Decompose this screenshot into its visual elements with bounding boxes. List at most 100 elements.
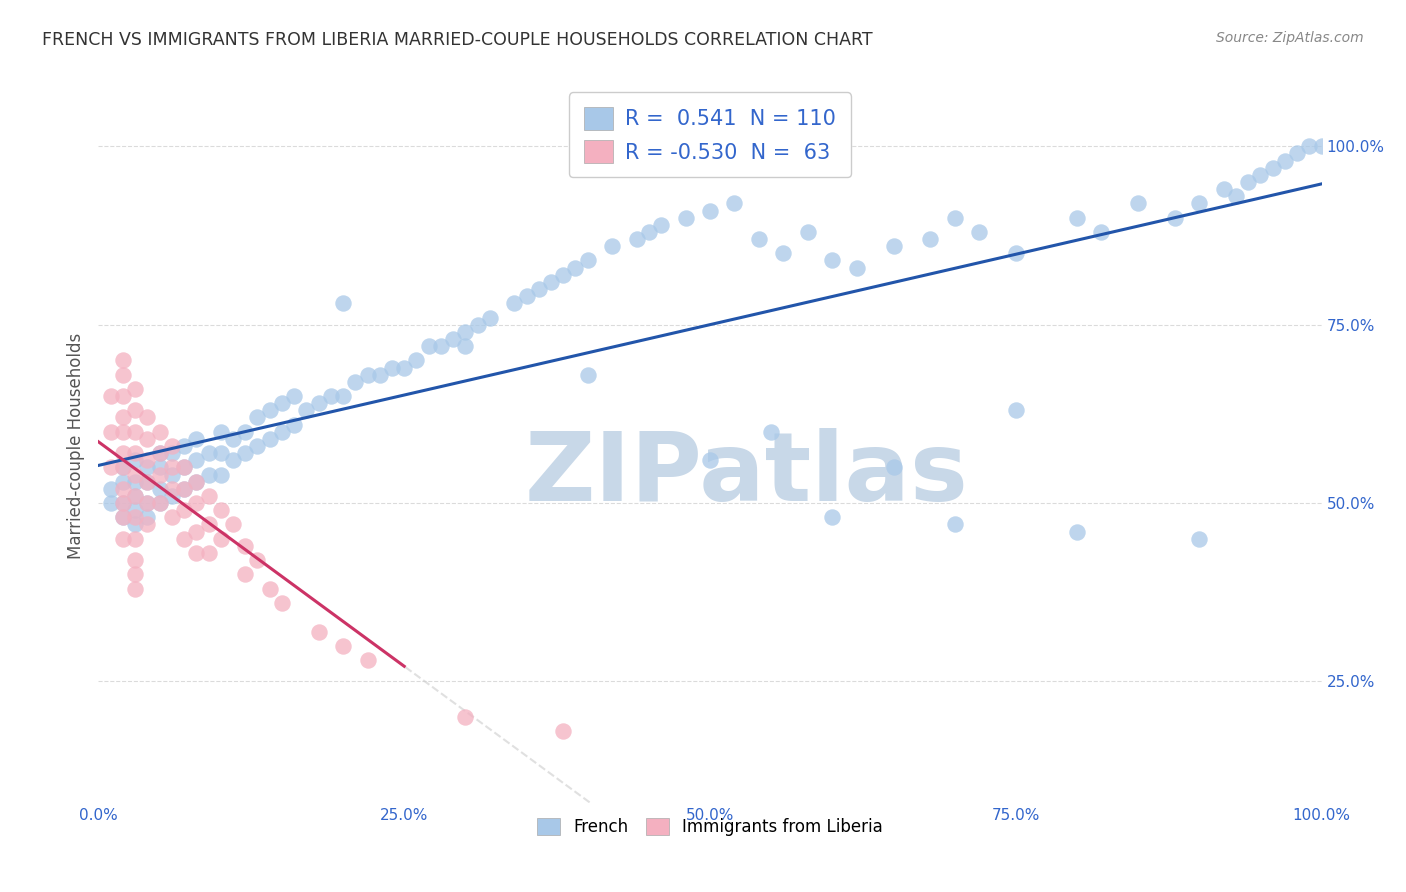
Point [209, 467, 232, 482]
Point [111, 389, 134, 403]
Point [246, 439, 269, 453]
Point [100, 389, 122, 403]
Point [699, 453, 721, 467]
Point [295, 403, 318, 417]
Point [1128, 196, 1150, 211]
Text: FRENCH VS IMMIGRANTS FROM LIBERIA MARRIED-COUPLE HOUSEHOLDS CORRELATION CHART: FRENCH VS IMMIGRANTS FROM LIBERIA MARRIE… [42, 31, 873, 49]
Point [1274, 153, 1296, 168]
Point [430, 339, 453, 353]
Point [197, 446, 219, 460]
Point [356, 653, 378, 667]
Point [748, 232, 770, 246]
Point [600, 239, 623, 253]
Point [149, 496, 172, 510]
Point [111, 368, 134, 382]
Point [124, 532, 146, 546]
Point [111, 482, 134, 496]
Point [111, 460, 134, 475]
Point [136, 496, 159, 510]
Point [270, 396, 294, 410]
Point [1212, 182, 1234, 196]
Point [111, 510, 134, 524]
Point [136, 496, 159, 510]
Point [883, 460, 905, 475]
Point [259, 403, 281, 417]
Point [149, 496, 172, 510]
Point [160, 482, 183, 496]
Point [1188, 196, 1211, 211]
Point [246, 553, 269, 567]
Point [209, 503, 232, 517]
Point [1004, 246, 1026, 260]
Point [1249, 168, 1271, 182]
Point [111, 496, 134, 510]
Point [111, 410, 134, 425]
Point [124, 553, 146, 567]
Point [111, 446, 134, 460]
Point [943, 517, 966, 532]
Point [124, 453, 146, 467]
Point [233, 539, 256, 553]
Point [332, 639, 354, 653]
Point [1004, 403, 1026, 417]
Point [454, 710, 477, 724]
Point [319, 389, 342, 403]
Point [576, 253, 599, 268]
Point [259, 582, 281, 596]
Point [197, 546, 219, 560]
Point [1090, 225, 1112, 239]
Point [883, 239, 905, 253]
Point [124, 489, 146, 503]
Point [149, 460, 172, 475]
Point [160, 489, 183, 503]
Point [124, 403, 146, 417]
Point [381, 360, 404, 375]
Point [233, 425, 256, 439]
Point [124, 510, 146, 524]
Point [197, 467, 219, 482]
Point [246, 410, 269, 425]
Point [173, 503, 195, 517]
Point [699, 203, 721, 218]
Point [100, 496, 122, 510]
Point [100, 425, 122, 439]
Point [626, 232, 648, 246]
Point [186, 432, 208, 446]
Point [553, 724, 575, 739]
Point [1164, 211, 1187, 225]
Point [173, 482, 195, 496]
Legend: French, Immigrants from Liberia: French, Immigrants from Liberia [529, 810, 891, 845]
Point [124, 582, 146, 596]
Point [160, 439, 183, 453]
Point [186, 475, 208, 489]
Point [136, 475, 159, 489]
Point [1066, 211, 1088, 225]
Point [650, 218, 672, 232]
Text: ZIPatlas: ZIPatlas [524, 428, 969, 521]
Point [259, 432, 281, 446]
Point [100, 460, 122, 475]
Text: Source: ZipAtlas.com: Source: ZipAtlas.com [1216, 31, 1364, 45]
Point [723, 196, 745, 211]
Y-axis label: Married-couple Households: Married-couple Households [66, 333, 84, 559]
Point [1298, 139, 1320, 153]
Point [675, 211, 697, 225]
Point [527, 282, 550, 296]
Point [270, 596, 294, 610]
Point [405, 353, 427, 368]
Point [845, 260, 868, 275]
Point [797, 225, 820, 239]
Point [553, 268, 575, 282]
Point [124, 475, 146, 489]
Point [173, 460, 195, 475]
Point [943, 211, 966, 225]
Point [186, 475, 208, 489]
Point [209, 532, 232, 546]
Point [124, 467, 146, 482]
Point [308, 624, 330, 639]
Point [772, 246, 794, 260]
Point [100, 482, 122, 496]
Point [222, 432, 245, 446]
Point [136, 475, 159, 489]
Point [821, 253, 844, 268]
